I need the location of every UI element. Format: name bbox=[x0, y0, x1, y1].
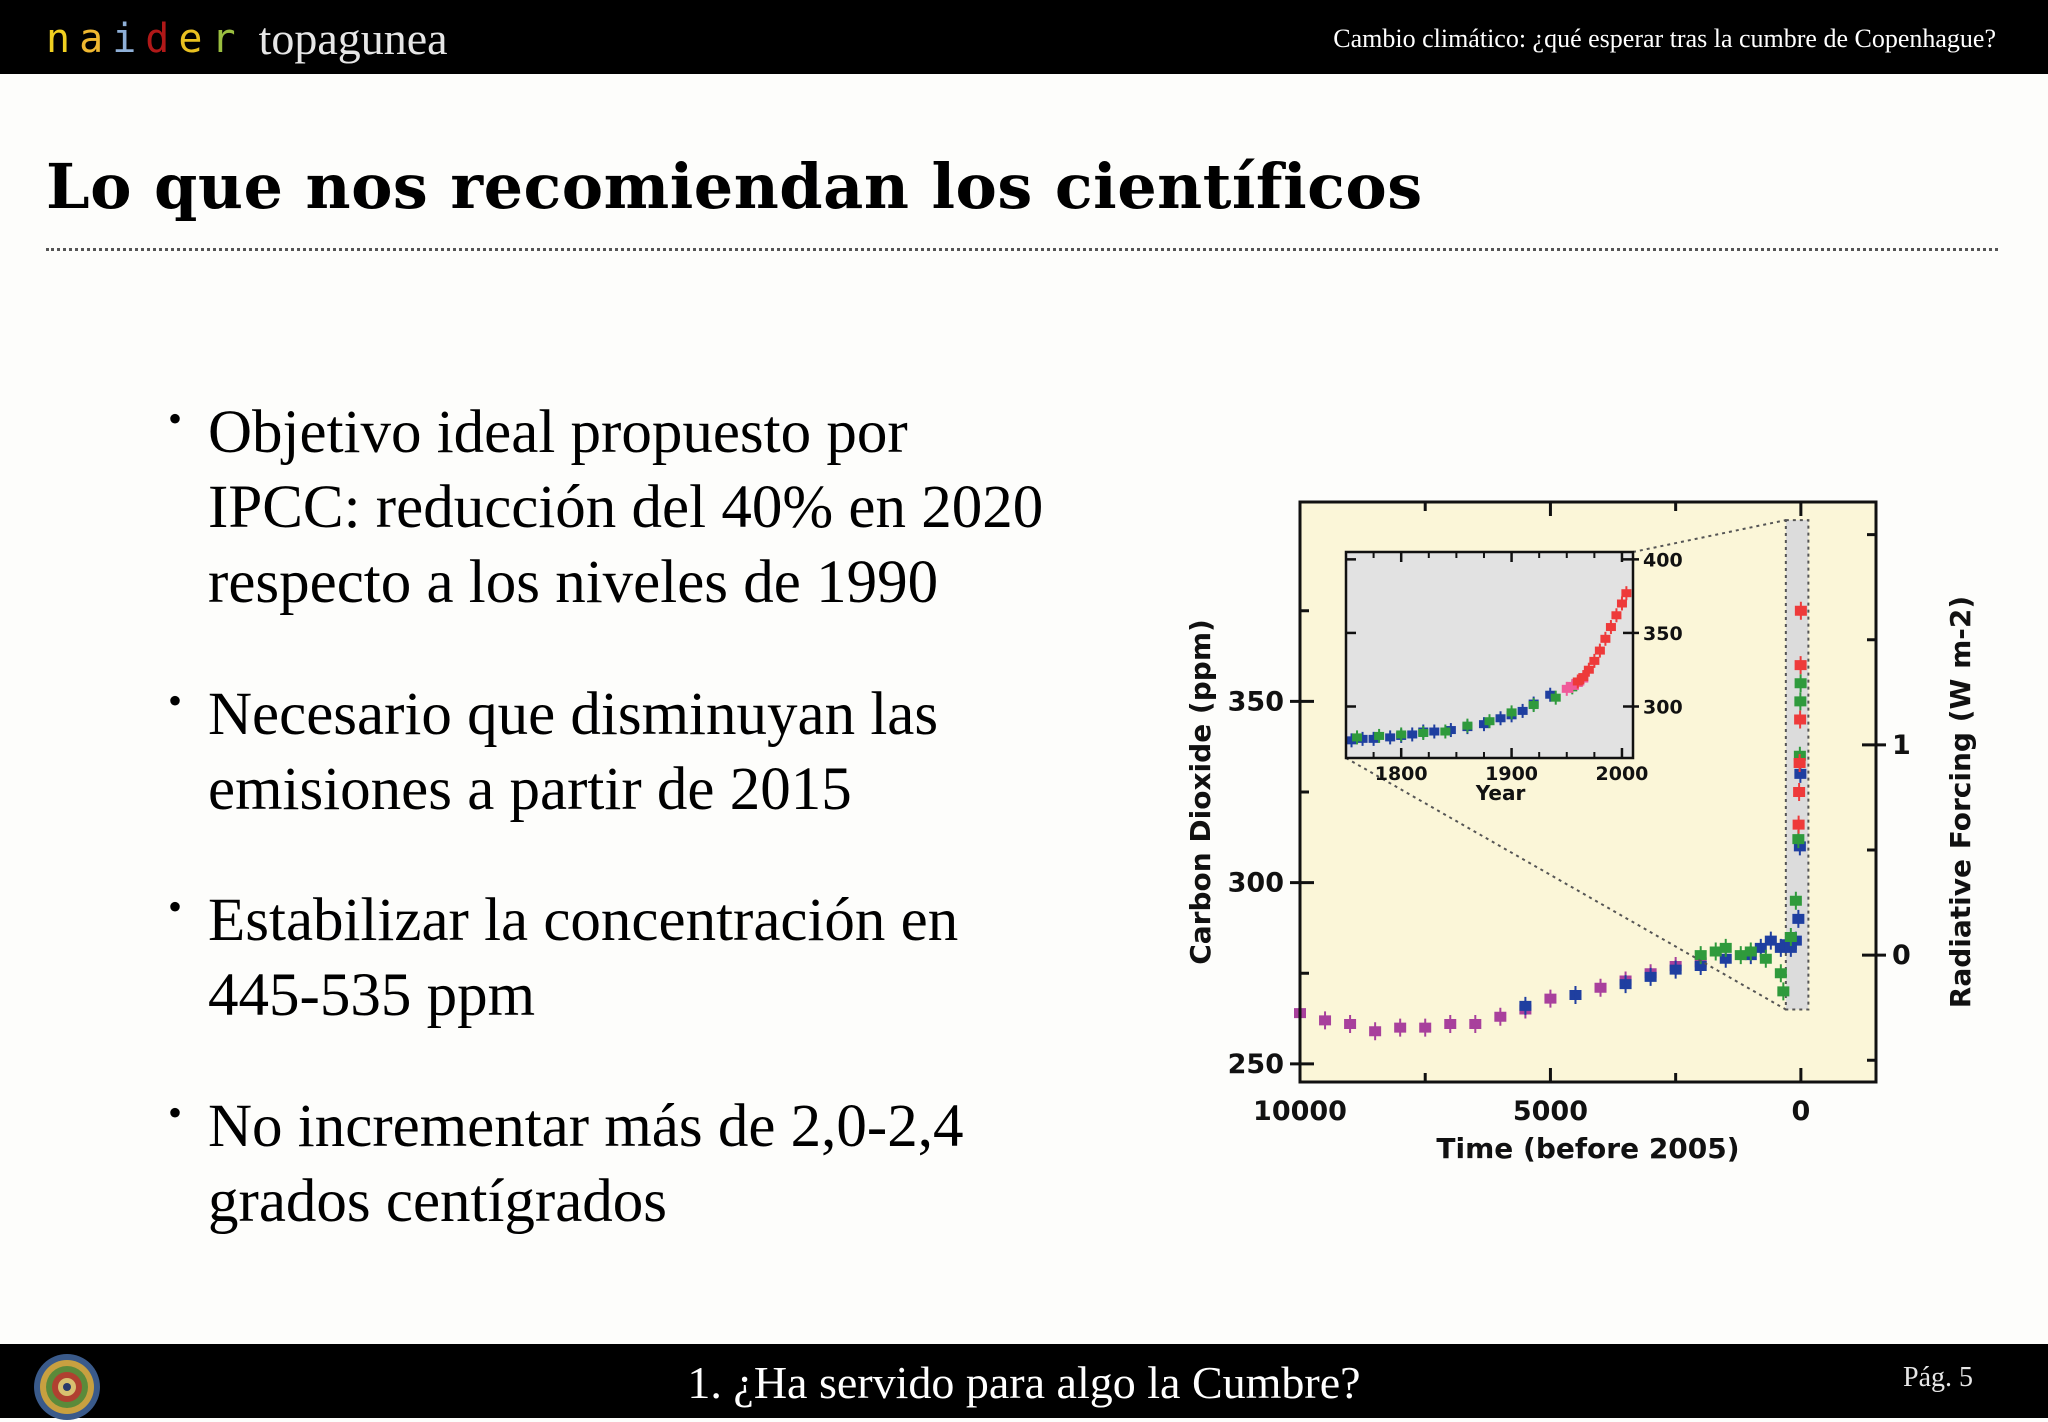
emblem-icon bbox=[34, 1354, 100, 1420]
inset-y-tick-label: 400 bbox=[1643, 549, 1683, 571]
bullet-dot: • bbox=[168, 396, 183, 441]
bullet-line: IPCC: reducción del 40% en 2020 bbox=[208, 474, 1044, 541]
y-tick-label: 250 bbox=[1228, 1049, 1284, 1080]
page-number: Pág. 5 bbox=[1903, 1362, 1973, 1393]
zoom-connector bbox=[1345, 757, 1787, 1011]
logo-wordmark: naider bbox=[46, 16, 245, 62]
inset-y-tick-label: 350 bbox=[1643, 623, 1683, 645]
bullet-text: Necesario que disminuyan las emisiones a… bbox=[208, 677, 1168, 827]
slide-title: Lo que nos recomiendan los científicos bbox=[46, 150, 1423, 223]
x-tick-label: 10000 bbox=[1253, 1096, 1347, 1127]
logo-subtitle: topagunea bbox=[258, 13, 448, 64]
co2-chart: 10000 5000 0 250 300 350 0 1 Time (before 2005) C… bbox=[1184, 500, 1977, 1165]
naider-logo[interactable]: naider topagunea bbox=[46, 12, 448, 64]
logo-letter: d bbox=[145, 15, 179, 62]
y-tick-label: 350 bbox=[1228, 686, 1284, 717]
inset-x-tick-label: 2000 bbox=[1596, 763, 1649, 785]
bullet-text: Objetivo ideal propuesto por IPCC: reduc… bbox=[208, 395, 1168, 620]
inset-x-tick-label: 1900 bbox=[1485, 763, 1538, 785]
footer-bar: 1. ¿Ha servido para algo la Cumbre? Pág.… bbox=[0, 1344, 2048, 1420]
bullet-line: Objetivo ideal propuesto por bbox=[208, 399, 908, 466]
inset-frame bbox=[1344, 550, 1635, 760]
inset-x-axis-title: Year bbox=[1475, 781, 1526, 805]
bullet-text: No incrementar más de 2,0-2,4 grados cen… bbox=[208, 1089, 1168, 1239]
bullet-text: Estabilizar la concentración en 445-535 … bbox=[208, 883, 1168, 1033]
bullet-line: Necesario que disminuyan las bbox=[208, 681, 939, 748]
y-tick-label: 300 bbox=[1228, 868, 1284, 899]
y-right-axis-title: Radiative Forcing (W m-2) bbox=[1944, 596, 1977, 1008]
logo-letter: a bbox=[79, 15, 113, 62]
bullet-line: emisiones a partir de 2015 bbox=[208, 756, 852, 823]
logo-letter: n bbox=[46, 15, 80, 62]
zoom-connector bbox=[1632, 519, 1787, 553]
bullet-dot: • bbox=[168, 884, 183, 929]
y-right-tick-label: 0 bbox=[1892, 940, 1911, 971]
logo-letter: r bbox=[211, 15, 245, 62]
bullet-line: No incrementar más de 2,0-2,4 bbox=[208, 1093, 964, 1160]
logo-letter: e bbox=[178, 15, 212, 62]
x-axis-title: Time (before 2005) bbox=[1436, 1132, 1739, 1165]
title-divider bbox=[46, 248, 1998, 251]
y-axis-title: Carbon Dioxide (ppm) bbox=[1184, 619, 1217, 965]
x-tick-label: 0 bbox=[1791, 1096, 1810, 1127]
bullet-line: respecto a los niveles de 1990 bbox=[208, 549, 939, 616]
header-bar: naider topagunea Cambio climático: ¿qué e… bbox=[0, 0, 2048, 74]
presentation-title: Cambio climático: ¿qué esperar tras la c… bbox=[1333, 24, 1996, 53]
x-tick-label: 5000 bbox=[1513, 1096, 1588, 1127]
inset-x-tick-label: 1800 bbox=[1375, 763, 1428, 785]
bullet-dot: • bbox=[168, 1090, 183, 1135]
section-title: 1. ¿Ha servido para algo la Cumbre? bbox=[687, 1357, 1361, 1408]
bullet-line: grados centígrados bbox=[208, 1168, 668, 1235]
logo-letter: i bbox=[112, 15, 146, 62]
y-right-tick-label: 1 bbox=[1892, 730, 1911, 761]
bullet-line: 445-535 ppm bbox=[208, 962, 536, 1029]
bullet-dot: • bbox=[168, 678, 183, 723]
inset-y-tick-label: 300 bbox=[1643, 697, 1683, 719]
bullet-line: Estabilizar la concentración en bbox=[208, 887, 959, 954]
